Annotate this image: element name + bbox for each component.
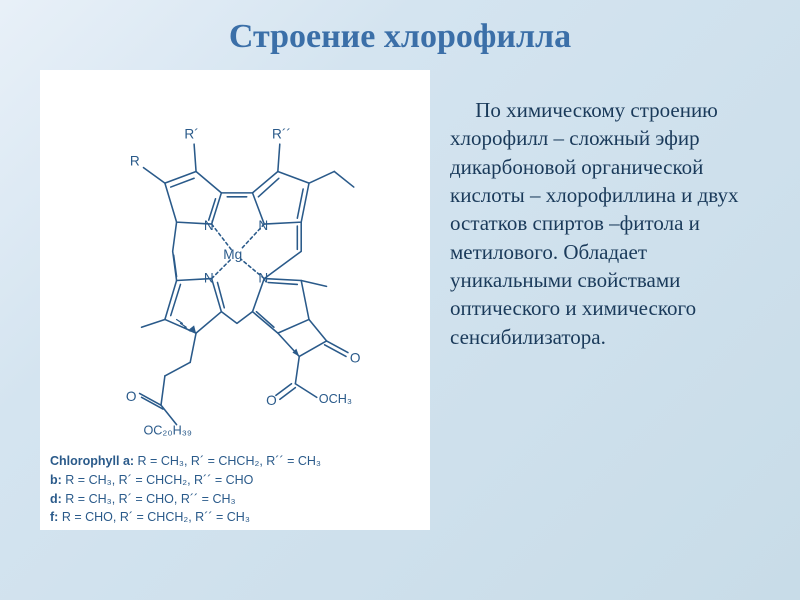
variant-r1: CHCH₂ [147,510,188,524]
variant-r: CHO [85,510,113,524]
content-row: Mg N N N N R R´ R´´ O O OCH₃ O OC₂₀H₃₉ [40,70,760,580]
variant-r1: CHCH₂ [146,473,187,487]
atom-n: N [204,270,214,285]
variant-r2: CH₃ [227,510,250,524]
atom-mg: Mg [223,247,242,262]
variant-row: b: R = CH₃, R´ = CHCH₂, R´´ = CHO [50,471,420,490]
label-oc20h39: OC₂₀H₃₉ [143,423,191,437]
variant-r2: CH₃ [298,454,321,468]
variant-r2: CH₃ [212,492,235,506]
label-o: O [350,350,361,365]
variant-name: b [50,473,58,487]
atom-n: N [258,218,268,233]
variant-r: CH₃ [161,454,184,468]
label-o: O [266,393,277,408]
variant-row: Chlorophyll a: R = CH₃, R´ = CHCH₂, R´´ … [50,452,420,471]
label-r1: R´ [184,126,198,141]
variant-r1: CHO [146,492,174,506]
variant-row: f: R = CHO, R´ = CHCH₂, R´´ = CH₃ [50,508,420,527]
label-och3: OCH₃ [319,392,352,406]
label-o: O [126,389,137,404]
body-paragraph: По химическому строению хлорофилл – слож… [450,70,760,351]
figure-box: Mg N N N N R R´ R´´ O O OCH₃ O OC₂₀H₃₉ [40,70,430,530]
chlorophyll-structure: Mg N N N N R R´ R´´ O O OCH₃ O OC₂₀H₃₉ [50,78,420,448]
variants-heading: Chlorophyll [50,454,119,468]
atom-n: N [204,218,214,233]
label-r2: R´´ [272,126,291,141]
variant-r: CH₃ [89,492,112,506]
variant-name: d [50,492,58,506]
variant-row: d: R = CH₃, R´ = CHO, R´´ = CH₃ [50,490,420,509]
atom-n: N [258,270,268,285]
variant-r1: CHCH₂ [218,454,259,468]
slide-title: Строение хлорофилла [40,18,760,56]
variant-r2: CHO [226,473,254,487]
variant-name: f [50,510,54,524]
label-r: R [130,154,140,169]
variant-table: Chlorophyll a: R = CH₃, R´ = CHCH₂, R´´ … [50,452,420,527]
variant-r: CH₃ [89,473,112,487]
variant-name: a [123,454,130,468]
